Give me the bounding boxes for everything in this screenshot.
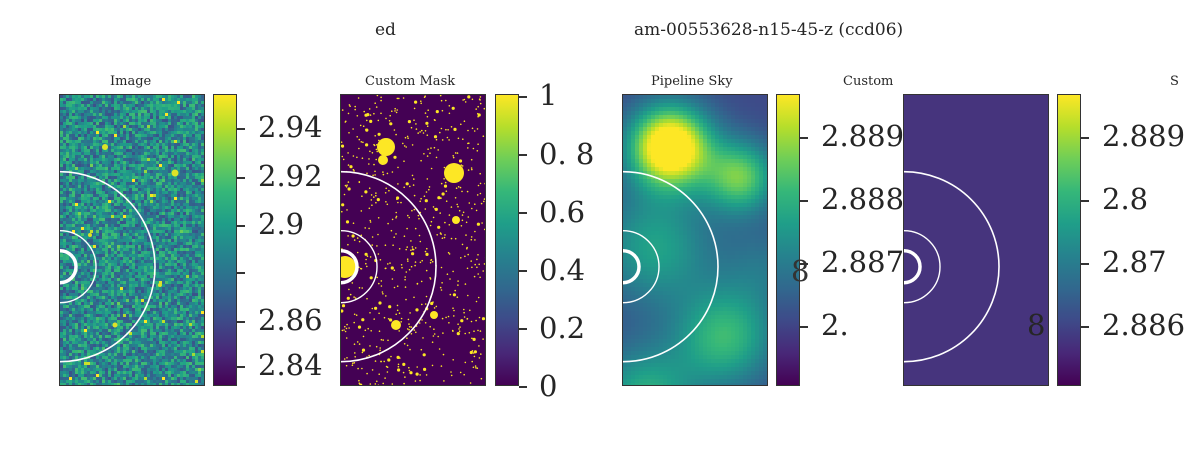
image-panel: [59, 94, 205, 386]
colorbar-pipeline-sky: [776, 94, 800, 386]
colorbar-custom-mask-tick-label: 0.6: [539, 195, 586, 229]
colorbar-tick: [237, 272, 245, 274]
stray-label-custom: 8: [1027, 308, 1046, 342]
custom-sky-panel: [903, 94, 1049, 386]
colorbar-image-tick-label: 2.84: [258, 348, 323, 382]
aperture-middle-ring: [60, 230, 97, 304]
colorbar-custom-mask-tick-label: 0: [539, 369, 558, 403]
aperture-middle-ring: [623, 230, 660, 304]
aperture-outer-ring: [623, 170, 719, 363]
aperture-inner-ring: [60, 248, 78, 285]
colorbar-tick: [1081, 200, 1089, 202]
colorbar-custom-mask-tick-label: 1: [539, 78, 558, 112]
panel-title-image: Image: [110, 74, 152, 89]
stray-label-sky: 8: [791, 254, 810, 288]
colorbar-pipeline-sky-tick-label: 2.888: [821, 182, 905, 216]
star-source: [112, 322, 118, 328]
colorbar-tick: [519, 96, 527, 98]
colorbar-tick: [800, 137, 808, 139]
star-source: [88, 233, 92, 237]
colorbar-tick: [1081, 137, 1089, 139]
colorbar-tick: [800, 263, 808, 265]
aperture-middle-ring: [904, 230, 941, 304]
masked-source: [377, 138, 395, 156]
colorbar-custom-tick-label: 2.886: [1102, 308, 1186, 342]
flat-sky-level: [904, 95, 1048, 385]
colorbar-tick: [237, 128, 245, 130]
aperture-outer-ring: [341, 170, 437, 363]
colorbar-tick: [237, 321, 245, 323]
aperture-inner-ring: [341, 248, 359, 285]
pipeline-sky-panel: [622, 94, 768, 386]
masked-source: [444, 163, 464, 183]
colorbar-pipeline-sky-tick-label: 2.: [821, 308, 849, 342]
masked-source: [391, 320, 401, 330]
aperture-inner-ring: [904, 248, 922, 285]
panel-title-clipped: S: [1170, 74, 1179, 89]
custom-mask-heatmap: [341, 95, 485, 385]
colorbar-pipeline-sky-tick-label: 2.889: [821, 119, 905, 153]
masked-source: [378, 155, 388, 165]
star-source: [102, 144, 108, 150]
image-noise-heatmap: [60, 95, 204, 385]
colorbar-tick: [519, 154, 527, 156]
aperture-middle-ring: [341, 230, 378, 304]
panel-title-custom: Custom: [843, 74, 894, 89]
masked-source: [452, 216, 460, 224]
colorbar-image-tick-label: 2.94: [258, 110, 323, 144]
colorbar-custom-tick-label: 2.889: [1102, 119, 1186, 153]
colorbar-custom: [1057, 94, 1081, 386]
panel-title-custom-mask: Custom Mask: [365, 74, 456, 89]
masked-source: [430, 311, 438, 319]
colorbar-tick: [237, 225, 245, 227]
pipeline-sky-heatmap: [623, 95, 767, 385]
colorbar-custom-tick-label: 2.8: [1102, 182, 1149, 216]
colorbar-pipeline-sky-tick-label: 2.887: [821, 245, 905, 279]
figure-title-left: ed: [375, 20, 396, 40]
colorbar-tick: [519, 270, 527, 272]
colorbar-custom-mask-tick-label: 0.2: [539, 311, 586, 345]
colorbar-custom-mask-tick-label: 0. 8: [539, 137, 595, 171]
aperture-outer-ring: [60, 170, 156, 363]
figure-title-right: am-00553628-n15-45-z (ccd06): [634, 20, 904, 40]
colorbar-tick: [1081, 263, 1089, 265]
colorbar-tick: [800, 200, 808, 202]
masked-source: [341, 256, 356, 278]
colorbar-tick: [237, 177, 245, 179]
colorbar-tick: [519, 386, 527, 388]
colorbar-tick: [519, 212, 527, 214]
aperture-inner-ring: [623, 248, 641, 285]
colorbar-tick: [1081, 326, 1089, 328]
colorbar-image: [213, 94, 237, 386]
aperture-outer-ring: [904, 170, 1000, 363]
colorbar-image-tick-label: 2.9: [258, 207, 305, 241]
custom-sky-heatmap: [904, 95, 1048, 385]
colorbar-tick: [237, 366, 245, 368]
colorbar-custom-mask: [495, 94, 519, 386]
colorbar-image-tick-label: 2.86: [258, 303, 323, 337]
custom-mask-panel: [340, 94, 486, 386]
star-source: [171, 169, 179, 177]
colorbar-tick: [800, 326, 808, 328]
star-source: [158, 283, 162, 287]
colorbar-tick: [519, 328, 527, 330]
colorbar-custom-mask-tick-label: 0.4: [539, 253, 586, 287]
colorbar-custom-tick-label: 2.87: [1102, 245, 1167, 279]
colorbar-image-tick-label: 2.92: [258, 159, 323, 193]
panel-title-pipeline-sky: Pipeline Sky: [651, 74, 733, 89]
